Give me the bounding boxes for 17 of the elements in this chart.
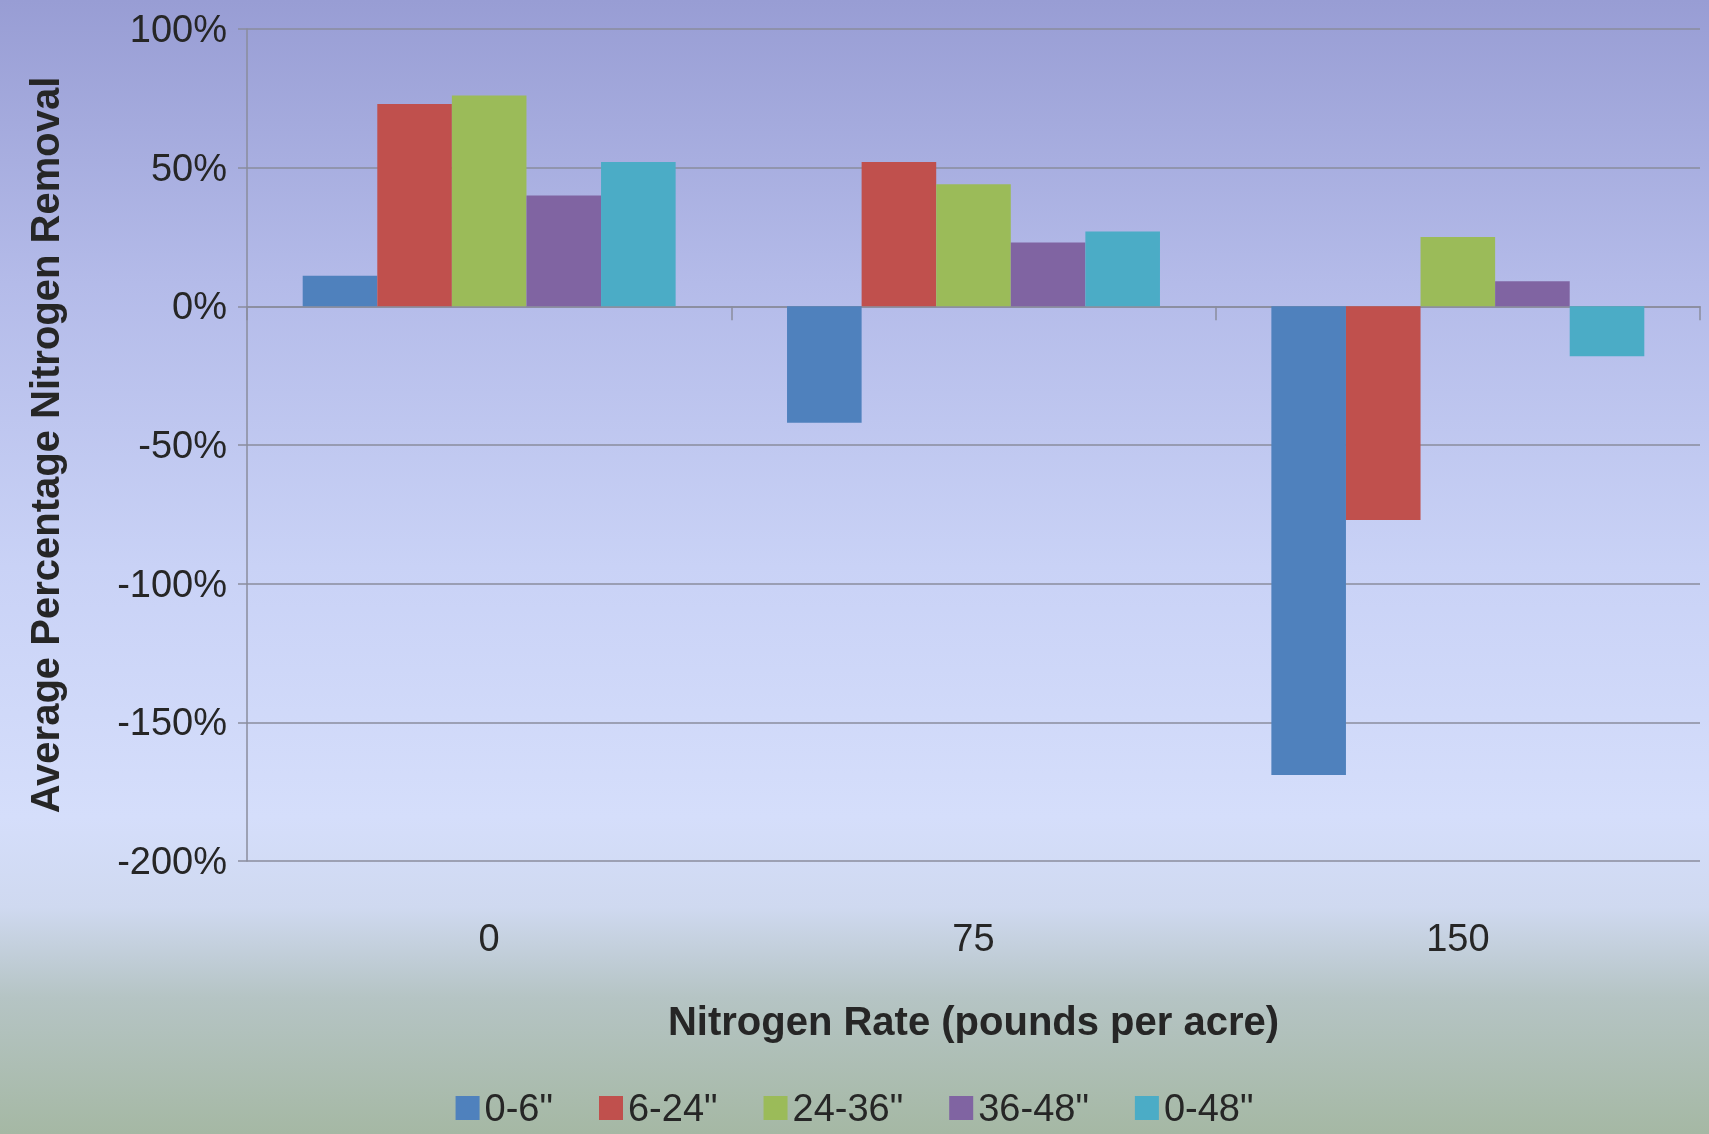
y-tick-label: 0% (172, 285, 227, 328)
x-tick-label: 0 (478, 917, 500, 959)
legend-label: 0-6" (484, 1087, 553, 1129)
legend-label: 36-48" (978, 1087, 1089, 1129)
y-tick-label: -200% (117, 840, 227, 882)
y-tick-label: 50% (150, 146, 227, 189)
x-tick-label: 75 (952, 917, 995, 959)
y-tick-label: -150% (117, 701, 227, 744)
legend-label: 0-48" (1163, 1087, 1254, 1129)
y-tick-label: -50% (138, 424, 227, 466)
y-tick-label: 100% (129, 8, 227, 50)
x-axis-title: Nitrogen Rate (pounds per acre) (667, 999, 1280, 1043)
legend-label: 24-36" (792, 1087, 904, 1129)
y-tick-label: -100% (117, 562, 227, 605)
x-tick-label: 150 (1426, 917, 1490, 959)
legend-label: 6-24" (627, 1087, 718, 1129)
y-axis-title: Average Percentage Nitrogen Removal (23, 76, 67, 814)
